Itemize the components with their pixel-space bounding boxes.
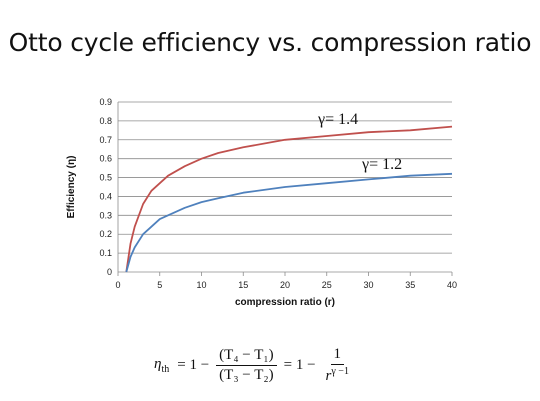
y-tick-label: 0.7 — [99, 135, 112, 145]
temperature-denominator: (T₃ − T₂) — [219, 366, 274, 383]
y-tick-label: 0.1 — [99, 248, 112, 258]
x-tick-label: 0 — [115, 280, 120, 290]
ratio-denominator: rγ −1 — [325, 365, 349, 384]
ratio-fraction: 1 rγ −1 — [323, 346, 352, 385]
y-tick-label: 0.5 — [99, 173, 112, 183]
x-tick-label: 30 — [363, 280, 373, 290]
formula-eta-subscript: th — [161, 363, 170, 375]
series-group — [125, 125, 453, 273]
temperature-numerator: (T₄ − T₁) — [216, 347, 277, 366]
y-tick-label: 0.4 — [99, 191, 112, 201]
y-tick-label: 0.3 — [99, 210, 112, 220]
axes — [117, 102, 453, 276]
x-tick-label: 15 — [238, 280, 248, 290]
ratio-exponent: γ −1 — [331, 365, 349, 377]
x-tick-label: 40 — [447, 280, 457, 290]
x-tick-label: 10 — [196, 280, 206, 290]
ratio-numerator: 1 — [330, 346, 344, 365]
tick-labels: 0 0.1 0.2 0.3 0.4 0.5 0.6 0.7 0.8 0.9 0 5 10 15 20 25 30… — [99, 97, 457, 290]
formula-eta: ηth — [154, 355, 170, 375]
y-tick-label: 0.8 — [99, 116, 112, 126]
grid-lines — [118, 101, 452, 254]
y-axis-label: Efficiency (η) — [66, 156, 77, 219]
x-tick-label: 20 — [280, 280, 290, 290]
x-axis-label: compression ratio (r) — [235, 297, 335, 308]
slide-title: Otto cycle efficiency vs. compression ra… — [8, 28, 532, 57]
x-tick-label: 25 — [322, 280, 332, 290]
series-line-1 — [125, 172, 453, 273]
x-tick-label: 35 — [405, 280, 415, 290]
y-tick-label: 0.9 — [99, 97, 112, 107]
y-tick-label: 0.6 — [99, 154, 112, 164]
efficiency-formula: ηth = 1 − (T₄ − T₁) (T₃ − T₂) = 1 − 1 rγ… — [150, 340, 355, 390]
formula-equals-2: = 1 − — [283, 356, 316, 373]
series-label-gamma-1-2: γ= 1.2 — [361, 156, 402, 173]
series-line-0 — [125, 125, 453, 273]
temperature-fraction: (T₄ − T₁) (T₃ − T₂) — [216, 347, 277, 384]
formula-equals-1: = 1 − — [177, 356, 210, 373]
series-label-gamma-1-4: γ= 1.4 — [317, 111, 358, 128]
y-tick-label: 0 — [107, 267, 112, 277]
x-tick-label: 5 — [157, 280, 162, 290]
y-tick-label: 0.2 — [99, 229, 112, 239]
